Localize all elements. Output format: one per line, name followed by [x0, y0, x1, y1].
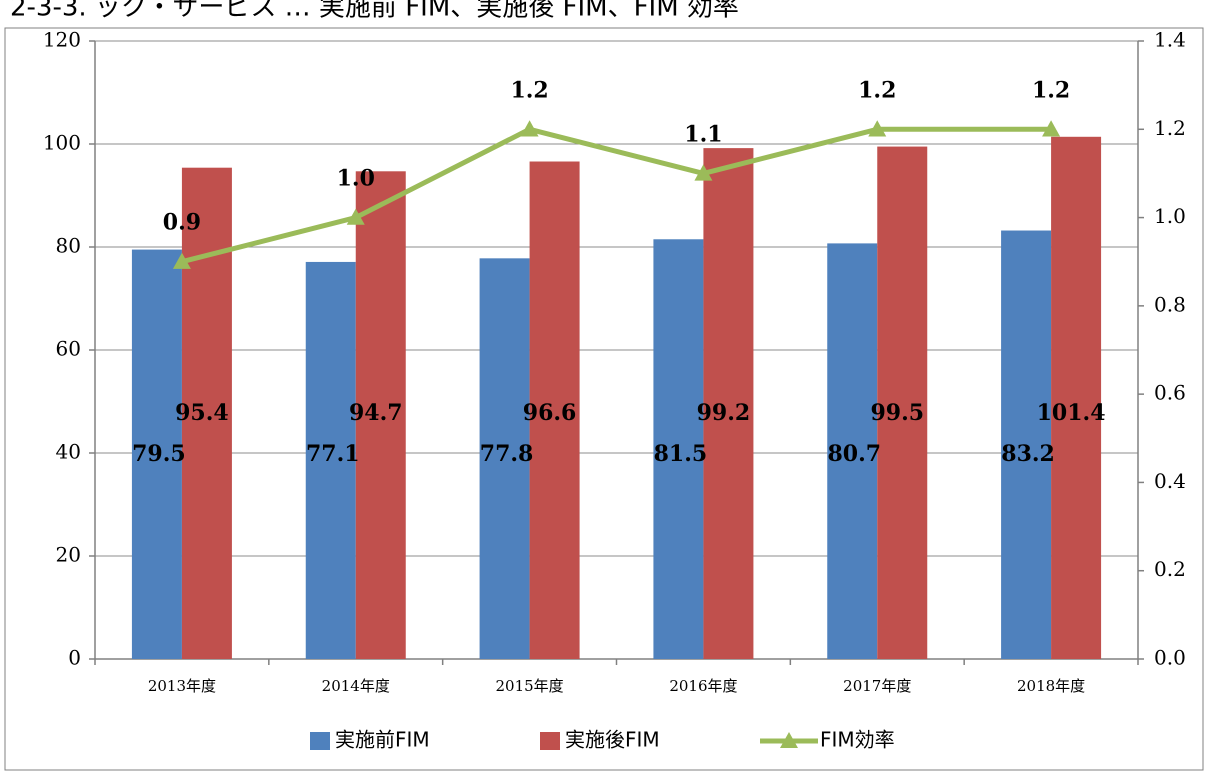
legend-swatch-0	[310, 732, 330, 750]
bar-data-label: 99.5	[870, 400, 924, 426]
left-axis-tick-label: 120	[43, 28, 81, 52]
bar-data-label: 81.5	[654, 441, 708, 467]
legend-marker-2	[780, 732, 798, 748]
bar-before-3	[653, 239, 704, 659]
legend-label: 実施後FIM	[565, 728, 660, 752]
right-axis-tick-label: 0.4	[1154, 469, 1186, 493]
legend-label: FIM効率	[820, 728, 895, 752]
bar-data-label: 95.4	[175, 400, 229, 426]
bar-data-label: 101.4	[1037, 400, 1106, 426]
chart-title: 2-3-3. ック・サービス … 実施前 FIM、実施後 FIM、FIM 効率	[10, 0, 739, 23]
left-axis-tick-label: 100	[43, 131, 81, 155]
bar-after-1	[355, 171, 406, 660]
right-axis-tick-label: 0.8	[1154, 292, 1186, 316]
line-data-label: 1.2	[510, 77, 548, 103]
bar-data-label: 79.5	[132, 441, 186, 467]
line-data-label: 1.2	[858, 77, 896, 103]
line-data-label: 1.2	[1032, 77, 1070, 103]
left-axis-tick-label: 20	[56, 543, 81, 567]
bar-before-1	[305, 261, 356, 659]
bar-data-label: 77.1	[306, 441, 360, 467]
bar-data-label: 83.2	[1001, 441, 1055, 467]
chart-frame	[4, 27, 1204, 771]
left-axis-tick-label: 0	[68, 646, 81, 670]
left-axis-tick-label: 40	[56, 440, 81, 464]
left-axis-tick-label: 60	[56, 337, 81, 361]
line-data-label: 1.0	[337, 166, 375, 192]
x-axis-category-label: 2013年度	[148, 677, 216, 695]
right-axis-tick-label: 1.2	[1154, 116, 1186, 140]
line-marker-4	[868, 120, 887, 137]
x-axis-category-label: 2017年度	[843, 677, 911, 695]
x-axis-category-label: 2018年度	[1017, 677, 1085, 695]
right-axis-tick-label: 0.6	[1154, 381, 1186, 405]
bar-before-2	[479, 258, 530, 659]
right-axis-tick-label: 1.4	[1154, 28, 1186, 52]
x-axis-category-label: 2015年度	[495, 677, 563, 695]
bar-before-5	[1001, 230, 1052, 659]
left-axis-tick-label: 80	[56, 234, 81, 258]
bar-data-label: 94.7	[349, 400, 403, 426]
line-marker-0	[172, 252, 191, 269]
line-marker-3	[694, 164, 713, 181]
bar-after-2	[529, 161, 580, 659]
legend-label: 実施前FIM	[335, 728, 430, 752]
x-axis-category-label: 2014年度	[322, 677, 390, 695]
bar-data-label: 77.8	[480, 441, 534, 467]
bar-data-label: 99.2	[697, 400, 751, 426]
right-axis-tick-label: 0.0	[1154, 646, 1186, 670]
legend-swatch-1	[540, 732, 560, 750]
fim-efficiency-line	[181, 126, 1052, 265]
bar-data-label: 96.6	[523, 400, 577, 426]
bar-before-0	[131, 249, 182, 659]
bar-before-4	[827, 243, 878, 659]
line-marker-1	[346, 208, 365, 225]
line-marker-5	[1042, 120, 1061, 137]
bar-after-4	[877, 146, 928, 659]
bar-data-label: 80.7	[827, 441, 881, 467]
right-axis-tick-label: 1.0	[1154, 204, 1186, 228]
line-marker-2	[520, 120, 539, 137]
bar-after-5	[1051, 136, 1102, 660]
line-data-label: 1.1	[684, 121, 722, 147]
line-data-label: 0.9	[163, 210, 201, 236]
x-axis-category-label: 2016年度	[669, 677, 737, 695]
bar-after-3	[703, 148, 754, 659]
right-axis-tick-label: 0.2	[1154, 557, 1186, 581]
